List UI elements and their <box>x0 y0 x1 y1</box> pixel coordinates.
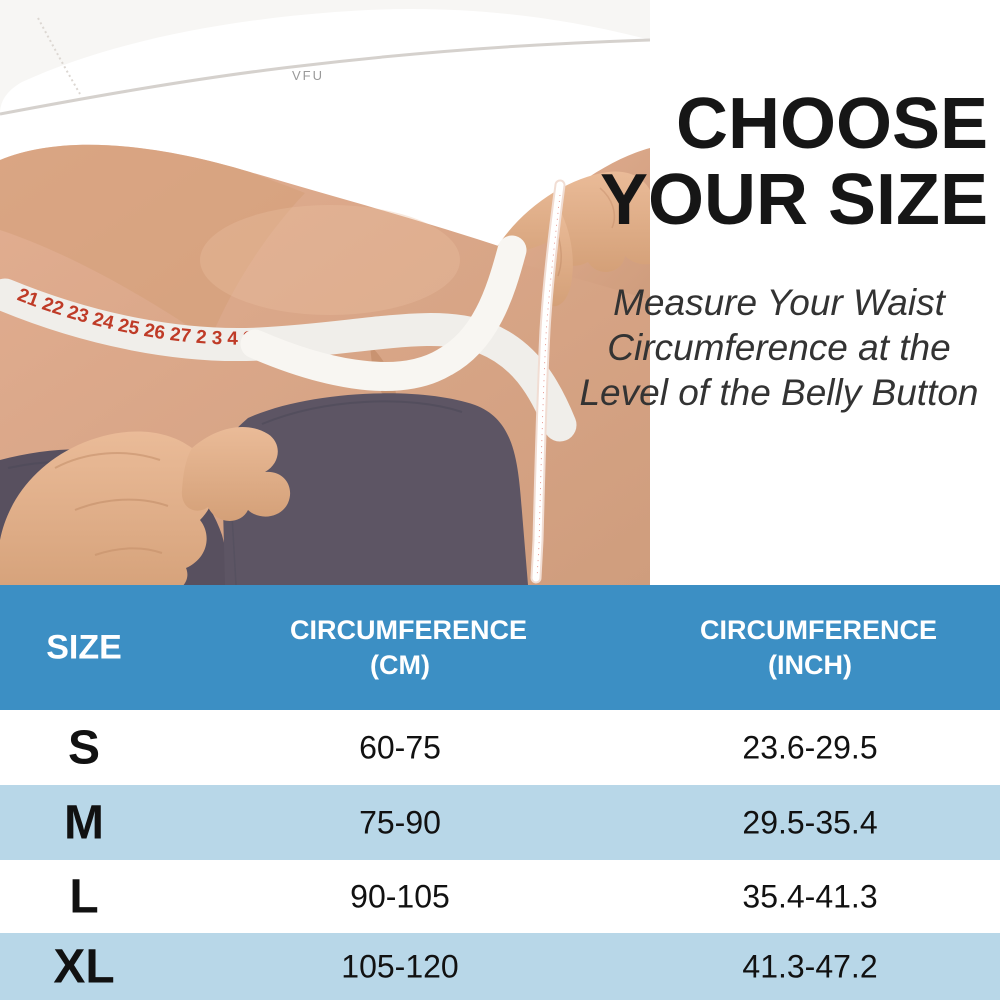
svg-text:VFU: VFU <box>292 68 324 83</box>
